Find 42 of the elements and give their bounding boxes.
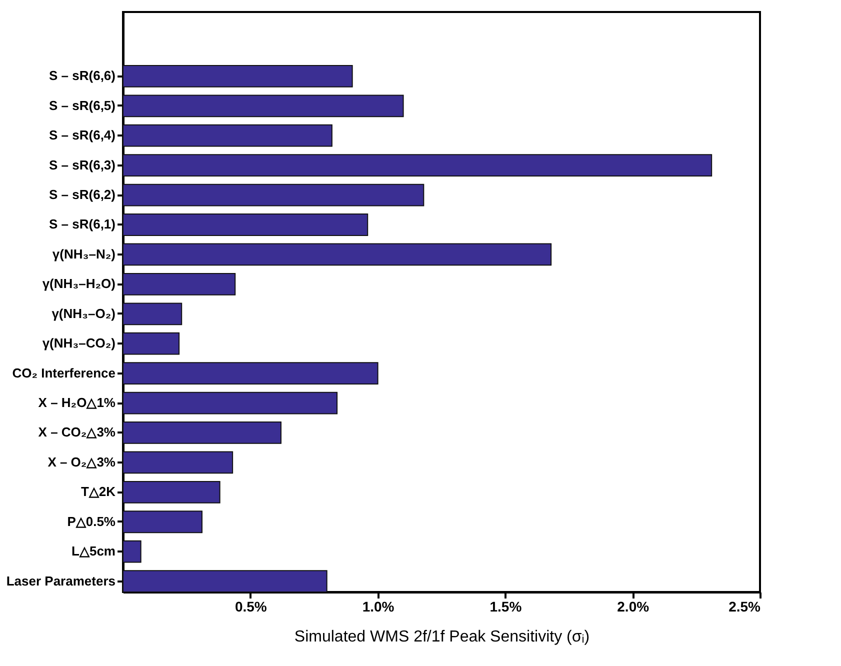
y-tick-label: γ(NH₃–O₂) (52, 306, 116, 321)
bar (122, 94, 404, 118)
bar (122, 540, 142, 563)
y-tick-label: S – sR(6,3) (49, 157, 116, 172)
y-tick-label: S – sR(6,2) (49, 187, 116, 202)
bar (122, 422, 282, 444)
x-tick-label: 2.5% (728, 598, 762, 614)
bar (122, 154, 712, 177)
y-tick-label: γ(NH₃–N₂) (52, 246, 116, 262)
bar (122, 451, 234, 474)
bar (122, 362, 378, 385)
y-tick-label: S – sR(6,1) (49, 216, 116, 232)
bar (122, 243, 552, 266)
y-tick-label: S – sR(6,5) (49, 98, 116, 113)
x-tick-label: 0.5% (234, 598, 268, 614)
y-tick-label: X – O₂△3% (48, 454, 116, 470)
bar (122, 302, 182, 326)
x-tick-label: 1.5% (490, 598, 522, 614)
x-tick-label: 2.0% (617, 598, 650, 614)
y-tick-label: L△5cm (72, 544, 116, 559)
x-tick-label: 1.0% (362, 598, 395, 614)
y-tick-label: T△2K (80, 484, 116, 500)
y-tick-label: S – sR(6,6) (49, 68, 116, 84)
y-tick-label: γ(NH₃–CO₂) (42, 336, 116, 351)
bar (122, 510, 202, 534)
bar (122, 124, 332, 147)
y-tick-label: X – H₂O△1% (38, 395, 116, 410)
y-tick-label: CO₂ Interference (12, 365, 116, 380)
bar (122, 480, 220, 504)
y-tick-label: S – sR(6,4) (49, 128, 116, 143)
bar (122, 332, 180, 355)
bar (122, 214, 368, 236)
bar (122, 184, 424, 206)
bar (122, 570, 328, 592)
bar (122, 272, 236, 296)
y-tick-label: X – CO₂△3% (38, 424, 116, 440)
bar (122, 64, 353, 88)
y-tick-label: Laser Parameters (6, 573, 116, 588)
y-tick-label: P△0.5% (67, 514, 116, 529)
bar (122, 392, 338, 414)
x-axis-title: Simulated WMS 2f/1f Peak Sensitivity (σᵢ) (294, 628, 590, 646)
y-tick-label: γ(NH₃–H₂O) (42, 276, 116, 292)
